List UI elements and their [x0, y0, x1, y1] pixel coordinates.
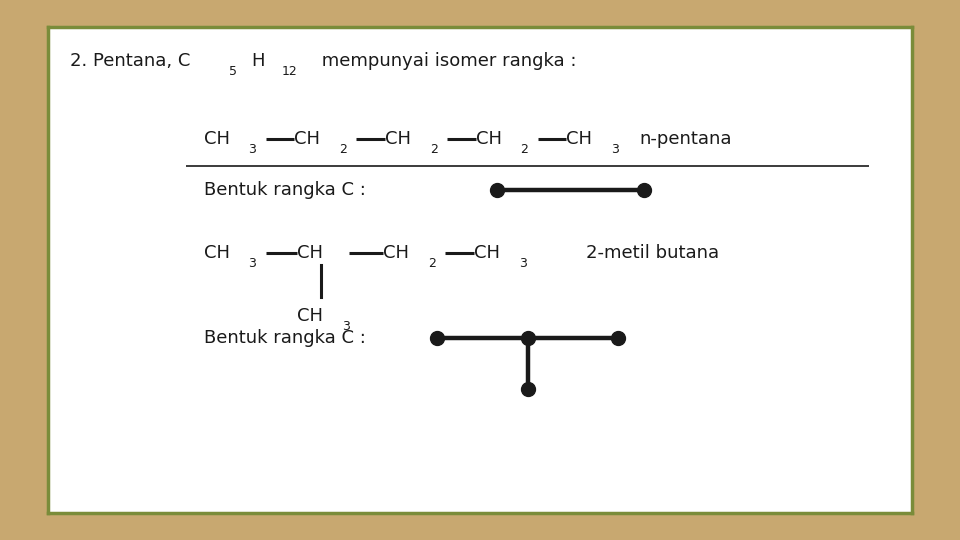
Text: mempunyai isomer rangka :: mempunyai isomer rangka : [316, 52, 576, 70]
Text: 2. Pentana, C: 2. Pentana, C [70, 52, 190, 70]
Text: CH: CH [295, 130, 321, 148]
Text: CH: CH [476, 130, 502, 148]
Text: 2: 2 [430, 143, 438, 156]
Text: 2: 2 [520, 143, 529, 156]
Text: CH: CH [204, 130, 229, 148]
Text: Bentuk rangka C :: Bentuk rangka C : [204, 329, 366, 347]
Text: 5: 5 [229, 65, 237, 78]
Text: CH: CH [383, 244, 409, 262]
Text: 12: 12 [281, 65, 297, 78]
Text: 3: 3 [249, 257, 256, 270]
Text: CH: CH [385, 130, 411, 148]
Text: CH: CH [204, 244, 229, 262]
Text: n-pentana: n-pentana [640, 130, 732, 148]
Text: Bentuk rangka C :: Bentuk rangka C : [204, 181, 366, 199]
Text: 2: 2 [428, 257, 436, 270]
Text: 3: 3 [519, 257, 527, 270]
Text: CH: CH [474, 244, 500, 262]
Text: 3: 3 [249, 143, 256, 156]
Text: CH: CH [297, 244, 323, 262]
Text: 3: 3 [612, 143, 619, 156]
Text: 3: 3 [342, 320, 349, 333]
Text: CH: CH [566, 130, 592, 148]
Text: 2-metil butana: 2-metil butana [587, 244, 719, 262]
Text: CH: CH [297, 307, 323, 325]
Text: 2: 2 [339, 143, 348, 156]
Text: H: H [252, 52, 265, 70]
